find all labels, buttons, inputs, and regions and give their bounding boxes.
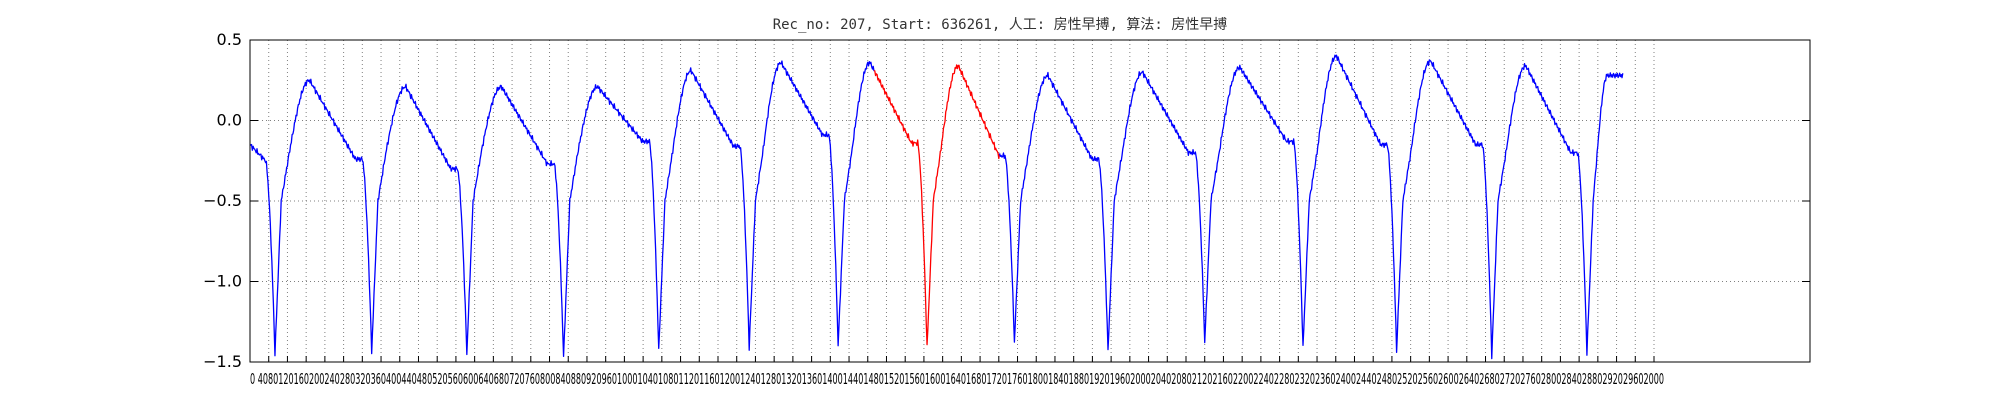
series-normal: [998, 54, 1624, 360]
y-axis: 0.5 0.0 −0.5 −1.0 −1.5: [203, 30, 1810, 371]
y-tick-label: −1.5: [203, 352, 242, 371]
series-normal: [249, 60, 875, 358]
series: [249, 54, 1624, 360]
y-tick-label: −0.5: [203, 191, 242, 210]
y-tick-label: 0.0: [217, 111, 242, 130]
y-tick-label: 0.5: [217, 30, 242, 49]
chart-title: Rec_no: 207, Start: 636261, 人工: 房性早搏, 算法…: [772, 17, 1228, 33]
series-highlight: [873, 64, 1001, 346]
x-tick-labels: 0 40801201602002402803203604004404805205…: [250, 370, 1664, 388]
y-tick-label: −1.0: [203, 272, 242, 291]
grid: [250, 40, 1810, 362]
